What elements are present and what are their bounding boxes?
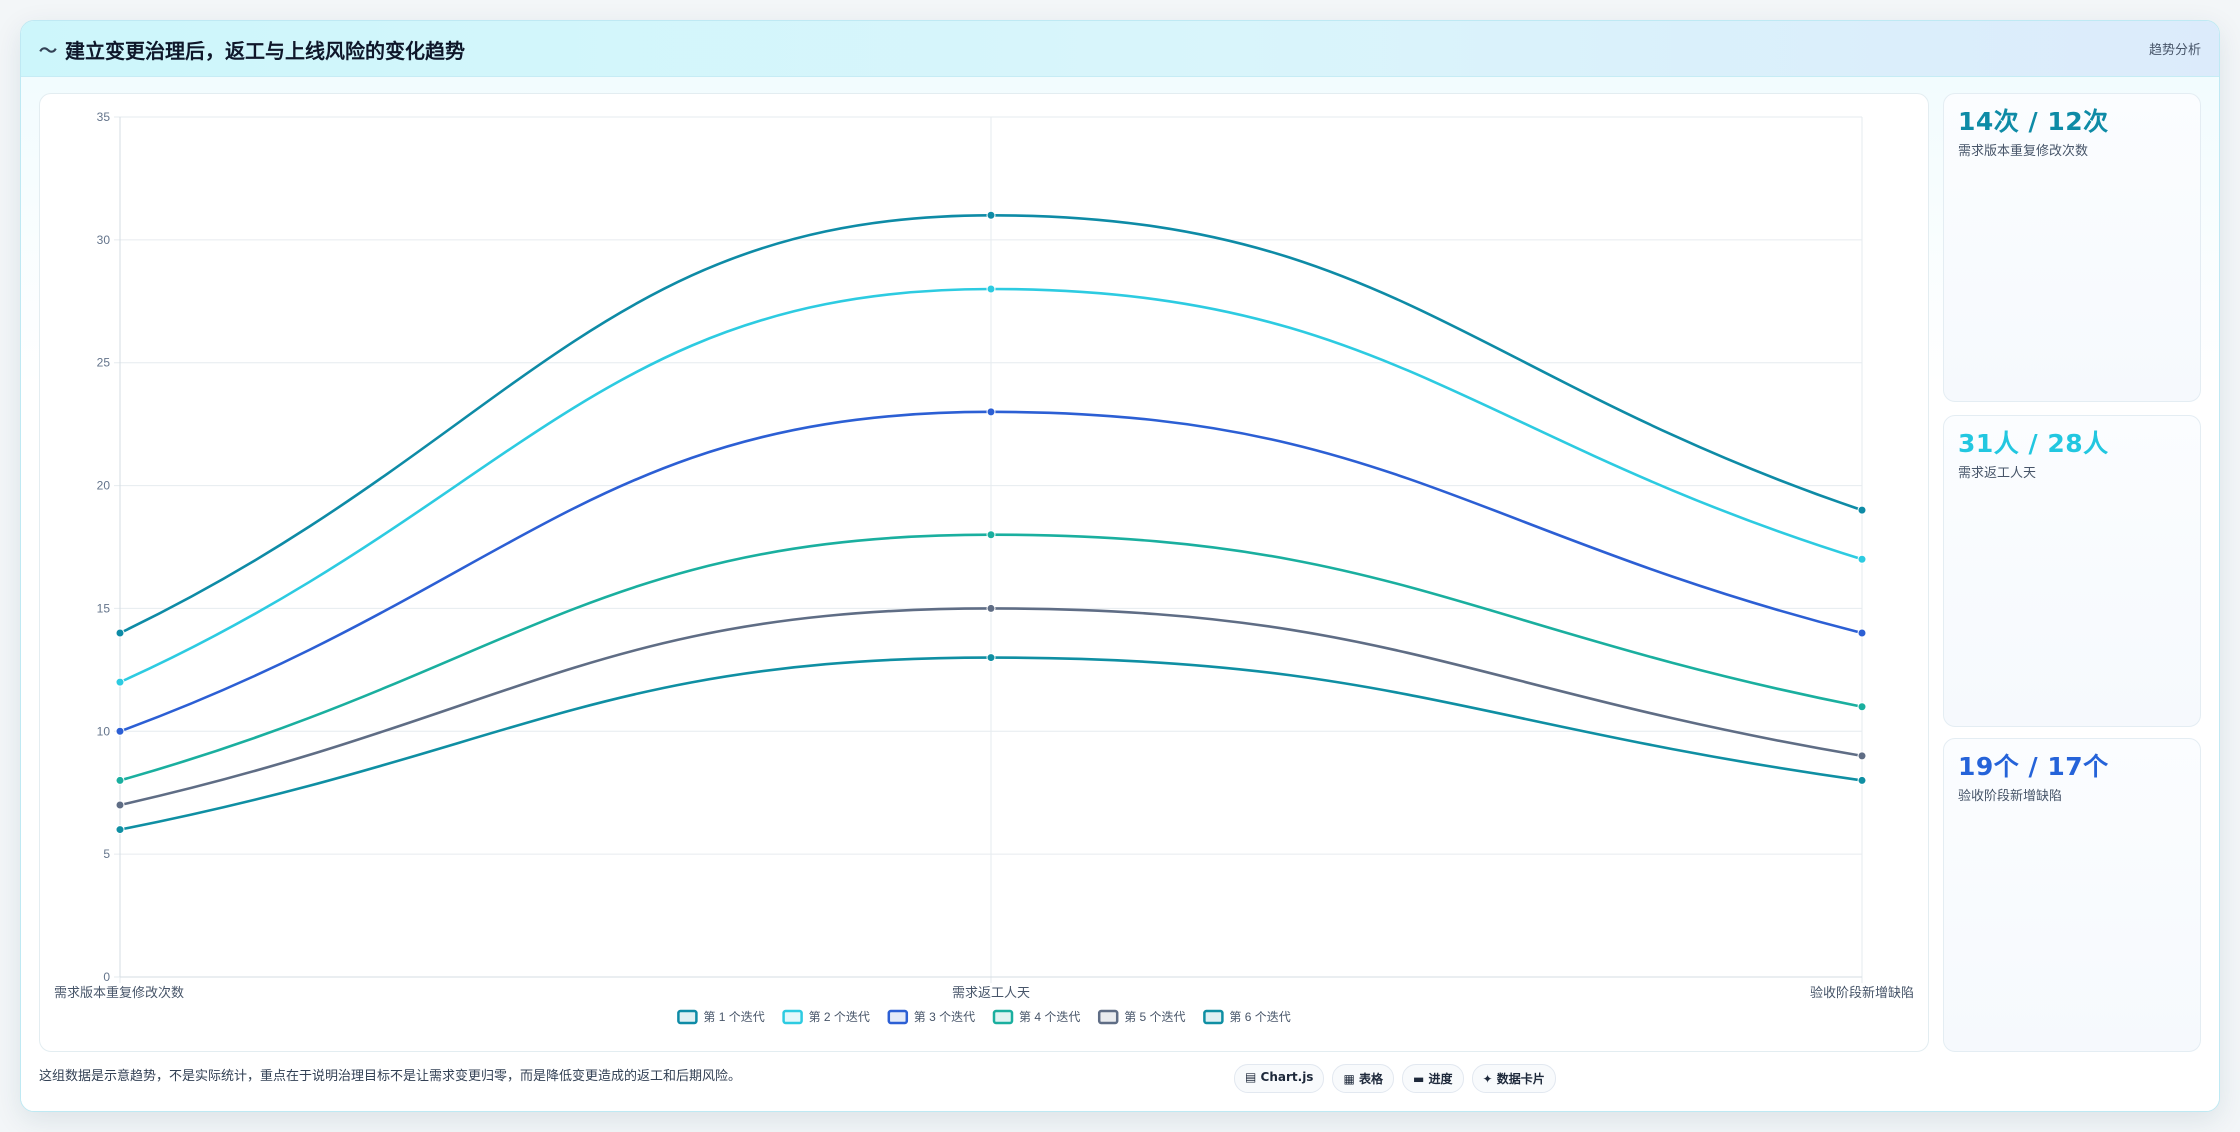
data-point <box>115 726 125 736</box>
card-icon: ✦ <box>1482 1072 1493 1086</box>
x-category-label: 验收阶段新增缺陷 <box>1810 985 1914 1000</box>
main-card: 〜 建立变更治理后，返工与上线风险的变化趋势 趋势分析 0 5 10 15 20 25 30… <box>20 20 2220 1112</box>
chart-icon: ▤ <box>1245 1070 1257 1084</box>
chip-label: Chart.js <box>1260 1070 1314 1084</box>
chip-label: 表格 <box>1358 1072 1383 1086</box>
chip-data-card[interactable]: ✦ 数据卡片 <box>1471 1064 1556 1093</box>
stat-card-rework-count: 14次 / 12次 需求版本重复修改次数 <box>1943 93 2201 402</box>
x-category-label: 需求返工人天 <box>952 985 1030 1000</box>
legend-swatch <box>1203 1009 1224 1025</box>
legend-swatch <box>677 1009 698 1025</box>
legend-swatch <box>887 1009 909 1025</box>
data-point <box>986 530 996 540</box>
data-point <box>986 653 996 663</box>
data-point <box>1857 628 1867 638</box>
table-icon: ▦ <box>1343 1072 1355 1086</box>
data-point <box>986 284 996 294</box>
data-point <box>1857 751 1867 761</box>
y-tick-label: 0 <box>103 970 110 984</box>
stat-label: 验收阶段新增缺陷 <box>1958 789 2063 804</box>
y-tick-label: 35 <box>97 110 111 124</box>
legend-swatch <box>992 1009 1014 1025</box>
data-point <box>1857 505 1867 515</box>
stat-label: 需求版本重复修改次数 <box>1958 144 2089 159</box>
data-point <box>115 800 125 810</box>
legend-label: 第 2 个迭代 <box>809 1010 870 1024</box>
header-bar: 〜 建立变更治理后，返工与上线风险的变化趋势 趋势分析 <box>21 21 2219 77</box>
chip-chartjs[interactable]: ▤ Chart.js <box>1234 1064 1325 1093</box>
legend-label: 第 4 个迭代 <box>1019 1010 1080 1024</box>
tech-chips: ▤ Chart.js ▦ 表格 ▬ 进度 ✦ 数据卡片 <box>1234 1064 1556 1093</box>
stat-value: 19个 / 17个 <box>1958 752 2109 781</box>
x-category-label: 需求版本重复修改次数 <box>54 985 184 1000</box>
legend-swatch <box>782 1009 803 1025</box>
stat-card-rework-days: 31人 / 28人 需求返工人天 <box>1943 415 2201 727</box>
category-tag: 趋势分析 <box>2148 43 2201 58</box>
chip-table[interactable]: ▦ 表格 <box>1332 1064 1394 1093</box>
legend-label: 第 5 个迭代 <box>1124 1010 1185 1024</box>
stat-value: 31人 / 28人 <box>1958 429 2109 458</box>
stat-label: 需求返工人天 <box>1958 466 2037 481</box>
legend-label: 第 1 个迭代 <box>703 1010 764 1024</box>
y-tick-label: 5 <box>103 847 110 861</box>
legend-swatch <box>1097 1009 1119 1025</box>
legend-label: 第 6 个迭代 <box>1229 1010 1290 1024</box>
chip-label: 数据卡片 <box>1496 1072 1545 1086</box>
y-tick-label: 30 <box>97 233 111 247</box>
legend-label: 第 3 个迭代 <box>914 1010 975 1024</box>
y-tick-label: 10 <box>97 724 111 738</box>
data-point <box>115 628 125 638</box>
trend-icon: 〜 <box>39 40 57 62</box>
page-title-text: 建立变更治理后，返工与上线风险的变化趋势 <box>65 39 465 63</box>
line-chart: 0 5 10 15 20 25 30 35 需求版本重复修改次数 需求返工人天 验收阶段新增缺陷第 … <box>54 110 1914 1025</box>
chart-panel: 0 5 10 15 20 25 30 35 需求版本重复修改次数 需求返工人天 验收阶段新增缺陷第 … <box>39 93 1929 1052</box>
stat-card-defects: 19个 / 17个 验收阶段新增缺陷 <box>1943 738 2201 1052</box>
data-point <box>986 210 996 220</box>
data-point <box>1857 702 1867 712</box>
chip-label: 进度 <box>1428 1072 1453 1086</box>
data-point <box>986 407 996 417</box>
page-title: 〜 建立变更治理后，返工与上线风险的变化趋势 <box>39 35 465 64</box>
stat-value: 14次 / 12次 <box>1958 107 2109 136</box>
y-tick-label: 15 <box>97 601 111 615</box>
data-point <box>986 603 996 613</box>
data-point <box>1857 775 1867 785</box>
data-point <box>115 677 125 687</box>
footer-note: 这组数据是示意趋势，不是实际统计，重点在于说明治理目标不是让需求变更归零，而是降… <box>39 1069 742 1084</box>
y-tick-label: 20 <box>97 479 111 493</box>
progress-icon: ▬ <box>1413 1072 1425 1086</box>
chip-progress[interactable]: ▬ 进度 <box>1402 1064 1464 1093</box>
data-point <box>1857 554 1867 564</box>
data-point <box>115 825 125 835</box>
y-tick-label: 25 <box>97 356 111 370</box>
data-point <box>115 775 125 785</box>
